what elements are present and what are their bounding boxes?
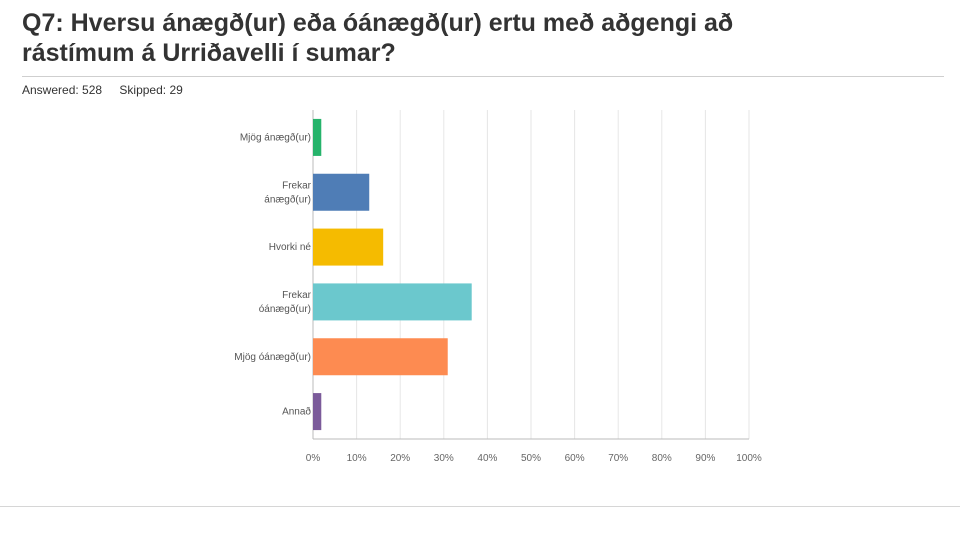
- bar[interactable]: [313, 283, 472, 321]
- category-label: Annað: [282, 406, 311, 418]
- question-title-line2: rástímum á Urriðavelli í sumar?: [22, 39, 396, 67]
- tick-label-layer: 0% 10% 20% 30% 40% 50% 60% 70% 80% 90% 100%: [306, 453, 762, 464]
- category-label: Mjög ánægð(ur): [240, 131, 311, 143]
- bar[interactable]: [313, 338, 448, 376]
- x-tick-label: 80%: [652, 453, 672, 464]
- category-label: Mjög óánægð(ur): [234, 351, 311, 363]
- x-tick-label: 70%: [608, 453, 628, 464]
- question-title-line1: Q7: Hversu ánægð(ur) eða óánægð(ur) ertu…: [22, 9, 734, 37]
- x-tick-label: 10%: [347, 453, 367, 464]
- x-tick-label: 50%: [521, 453, 541, 464]
- x-tick-label: 20%: [390, 453, 410, 464]
- skipped-count: Skipped: 29: [119, 83, 183, 97]
- bar[interactable]: [313, 173, 370, 211]
- bar[interactable]: [313, 393, 322, 431]
- bar-layer: [313, 118, 472, 431]
- x-tick-label: 30%: [434, 453, 454, 464]
- question-title: Q7: Hversu ánægð(ur) eða óánægð(ur) ertu…: [22, 8, 922, 68]
- x-tick-label: 90%: [695, 453, 715, 464]
- category-label: óánægð(ur): [259, 303, 311, 315]
- category-label: Frekar: [282, 290, 312, 301]
- category-label-layer: Mjög ánægð(ur) Frekar ánægð(ur) Hvorki né Fr…: [234, 131, 311, 417]
- bar[interactable]: [313, 118, 322, 156]
- category-label: Frekar: [282, 180, 312, 191]
- x-tick-label: 60%: [565, 453, 585, 464]
- answered-count: Answered: 528: [22, 83, 103, 97]
- title-divider: [22, 76, 944, 77]
- x-tick-label: 40%: [477, 453, 497, 464]
- footer-divider: [0, 506, 960, 507]
- x-tick-label: 100%: [736, 453, 762, 464]
- response-stats: Answered: 528 Skipped: 29: [22, 83, 197, 97]
- bar[interactable]: [313, 228, 384, 266]
- category-label: Hvorki né: [269, 242, 312, 253]
- grid-layer: [312, 110, 750, 440]
- x-tick-label: 0%: [306, 453, 321, 464]
- category-label: ánægð(ur): [264, 193, 311, 205]
